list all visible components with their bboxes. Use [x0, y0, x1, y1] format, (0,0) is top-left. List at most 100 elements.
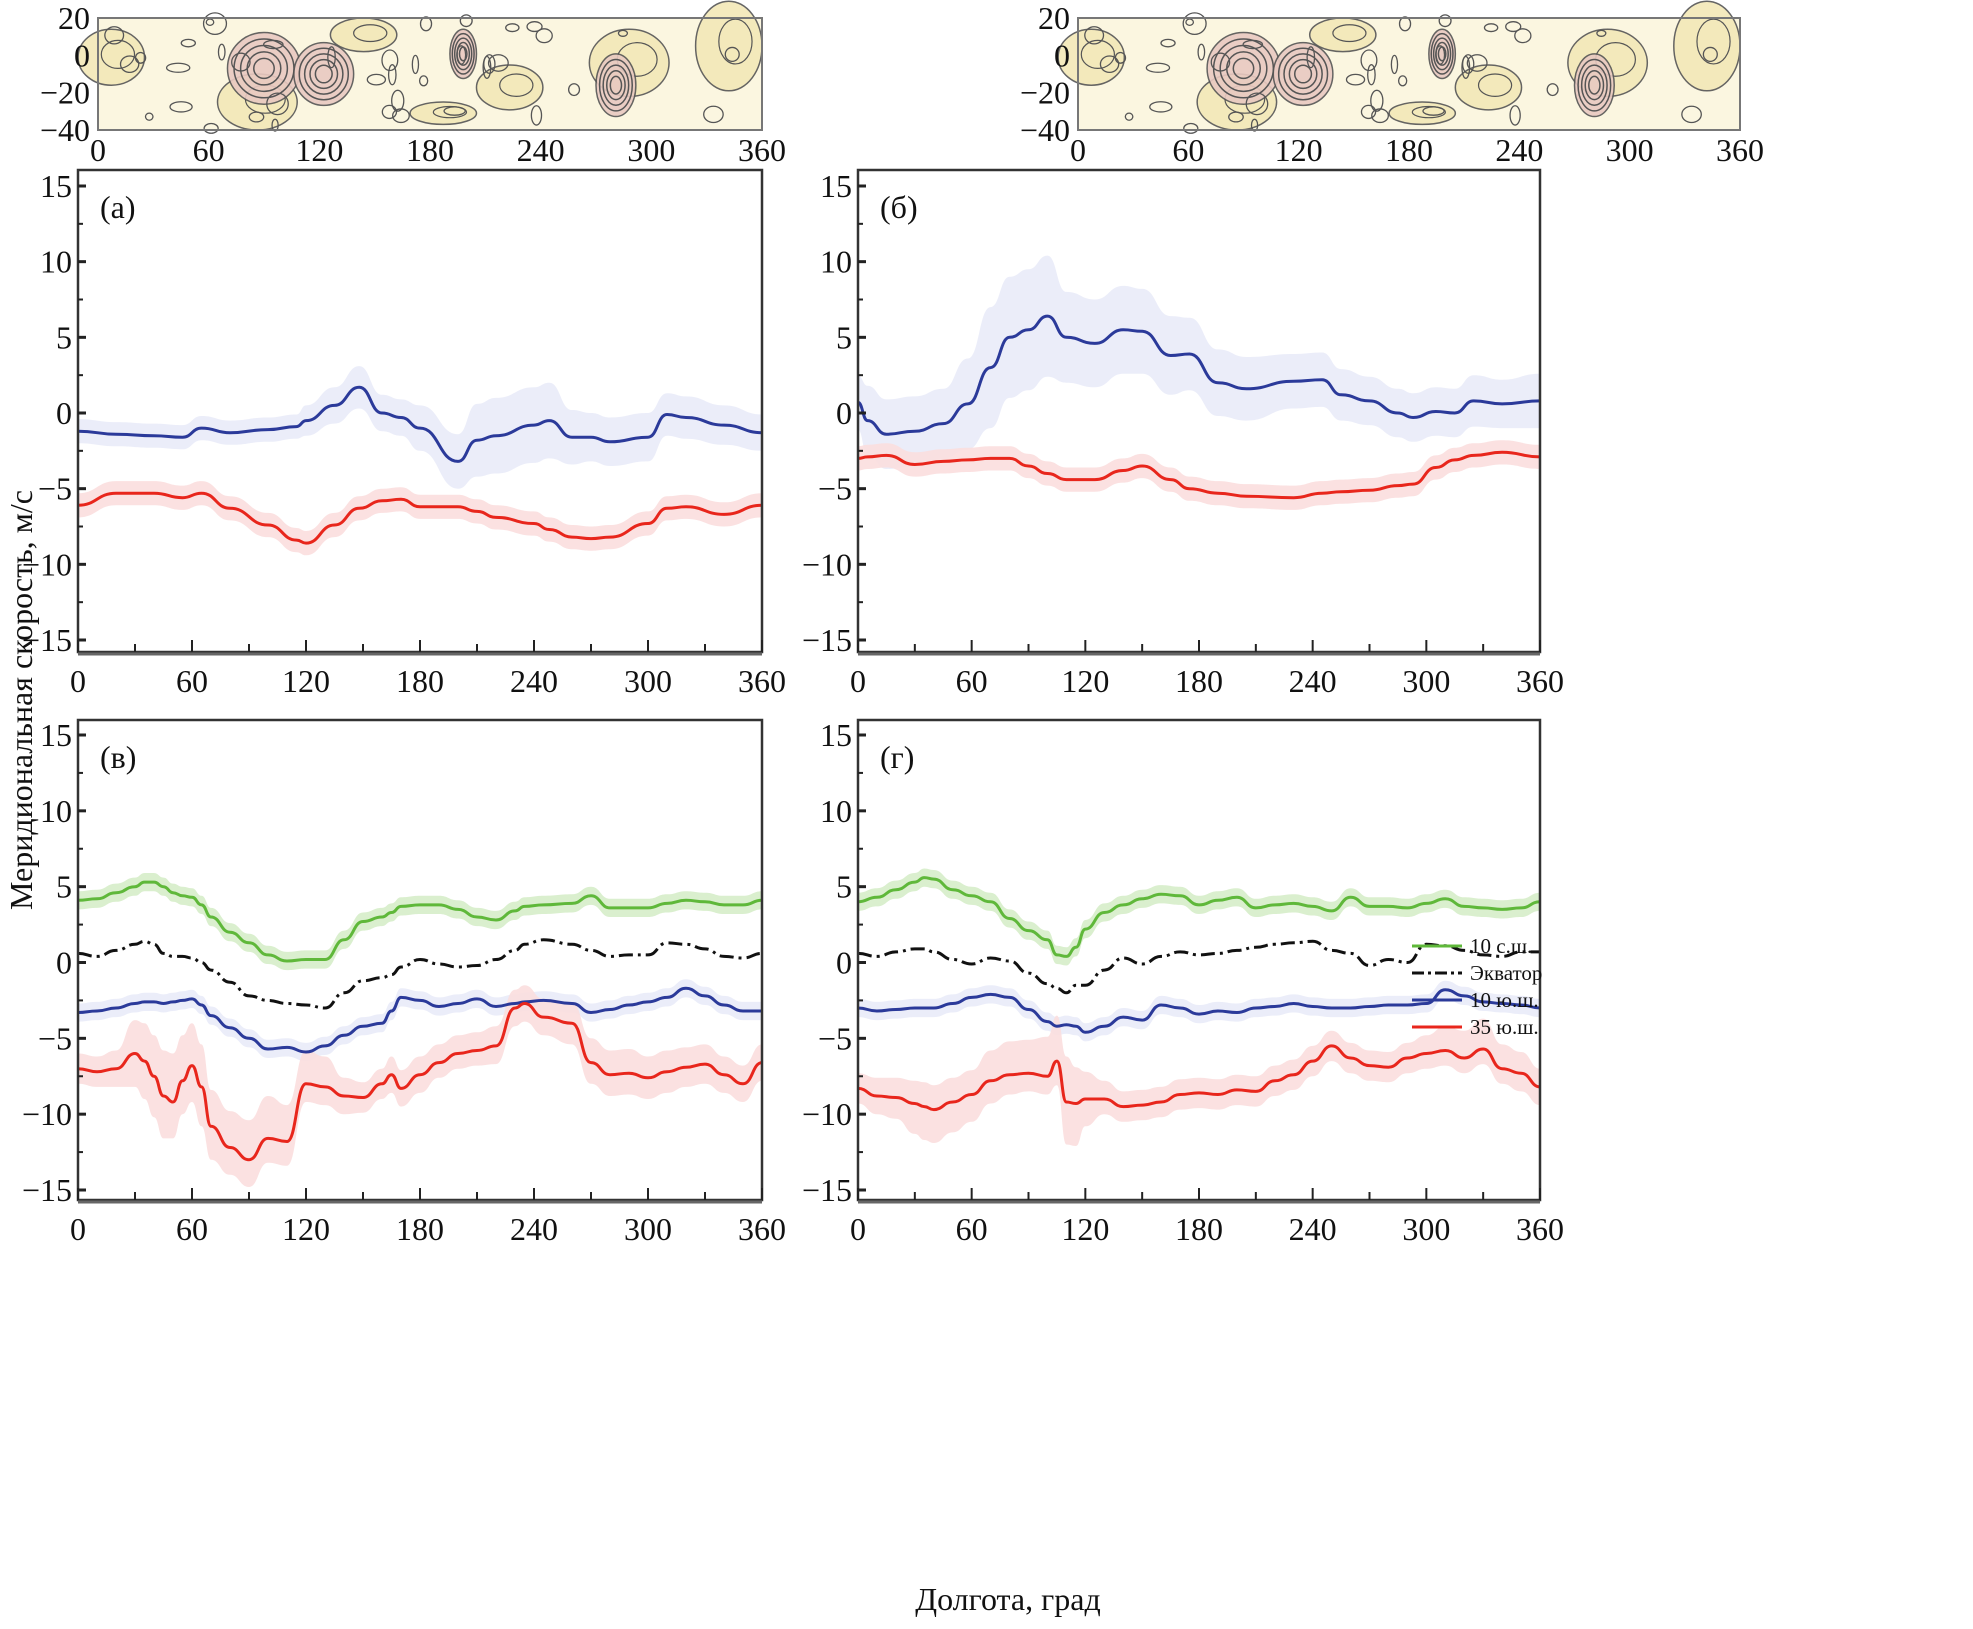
map-x-tick-label: 240	[517, 132, 565, 168]
x-tick-label: 120	[1061, 663, 1109, 699]
panel-a: 15 10 5 0 −5 −10 −15 0 60 120 180 240 300 360 (а)	[22, 168, 786, 699]
x-tick-label: 0	[850, 663, 866, 699]
map-contour-line	[443, 106, 466, 116]
series-line-eq	[857, 939, 1540, 995]
y-tick-label: 0	[836, 395, 852, 431]
map-contour-line	[1483, 23, 1499, 33]
map-contour-line	[381, 49, 399, 72]
map-x-tick-label: 240	[1495, 132, 1543, 168]
x-tick-label: 240	[1289, 663, 1337, 699]
x-tick-label: 0	[70, 1211, 86, 1247]
map-contour-line	[567, 83, 581, 97]
map-x-tick-label: 120	[295, 132, 343, 168]
map-contour-line	[419, 16, 433, 32]
map-x-tick-label: 180	[406, 132, 454, 168]
legend-label: 35 ю.ш.	[1470, 1015, 1539, 1039]
map-contour-line	[1584, 70, 1605, 101]
x-tick-label: 300	[624, 663, 672, 699]
map-contour-line	[1696, 18, 1731, 65]
map-contour-line	[1185, 18, 1195, 27]
map-contour-line	[1367, 64, 1376, 86]
y-tick-label: 10	[40, 244, 72, 280]
x-tick-label: 360	[1516, 1211, 1564, 1247]
map-contour-line	[309, 58, 339, 90]
map-contour-line	[1588, 75, 1601, 95]
map-contour-line	[1160, 38, 1176, 48]
map-contour-line	[1283, 53, 1323, 95]
confidence-band-s35	[858, 440, 1540, 510]
series-line-eq	[77, 938, 763, 1010]
map-contour-line	[602, 64, 630, 107]
map-x-tick-label: 120	[1275, 132, 1323, 168]
map-contour-line	[202, 12, 228, 36]
y-tick-label: −5	[818, 1020, 852, 1056]
x-tick-label: 0	[70, 663, 86, 699]
map-y-tick-label: 20	[58, 0, 90, 36]
map-contour-line	[303, 53, 344, 95]
map-contour-line	[617, 29, 629, 37]
y-tick-label: −10	[22, 546, 72, 582]
map-contour-line	[314, 64, 333, 84]
map-contour-line	[327, 46, 336, 69]
map-contour-line	[459, 14, 473, 28]
map-x-tick-label: 180	[1385, 132, 1433, 168]
map-contour-line	[366, 73, 387, 86]
legend-item: 35 ю.ш.	[1412, 1015, 1539, 1039]
map-contour-line	[453, 37, 473, 71]
map-contour-line	[1232, 57, 1255, 80]
x-tick-label: 180	[396, 663, 444, 699]
map-contour-line	[1577, 58, 1612, 112]
map-contour-line	[718, 18, 753, 65]
confidence-band-s35	[78, 481, 762, 556]
series-line-s10	[77, 986, 762, 1054]
map-contour-line	[1182, 12, 1207, 36]
map-contour-line	[1242, 39, 1264, 50]
legend-item: 10 с.ш.	[1412, 934, 1532, 958]
legend-item: Экватор	[1412, 961, 1542, 985]
map-contour-line	[1360, 104, 1377, 120]
map-contour-line	[411, 54, 420, 75]
map-contour-line	[456, 45, 467, 65]
legend: 10 с.ш. Экватор 10 ю.ш. 35 ю.ш.	[1412, 934, 1542, 1039]
map-contour-line	[482, 55, 492, 79]
panel-label: (в)	[100, 739, 136, 775]
legend-label: Экватор	[1470, 961, 1542, 985]
map-contour-line	[253, 57, 275, 80]
map-y-tick-label: 0	[1054, 37, 1070, 73]
map-contour-line	[203, 122, 219, 134]
map-contour-line	[1145, 62, 1171, 73]
x-tick-label: 300	[1402, 1211, 1450, 1247]
series-line-s10	[77, 385, 763, 463]
map-contour-line	[1084, 26, 1105, 45]
map-contour-line	[432, 105, 468, 119]
map-contour-line	[1277, 47, 1329, 101]
y-tick-label: 5	[56, 319, 72, 355]
y-tick-label: −5	[818, 471, 852, 507]
map-contour-line	[1596, 29, 1607, 37]
map-contour-line	[1210, 52, 1231, 72]
map-frame	[97, 17, 763, 131]
map-x-tick-label: 0	[1070, 132, 1086, 168]
x-tick-label: 300	[1402, 663, 1450, 699]
map-contour-region	[1573, 53, 1615, 118]
y-tick-label: −15	[802, 622, 852, 658]
map-contour-line	[298, 47, 350, 101]
map-contour-line	[1438, 14, 1452, 28]
map-contour-line	[1397, 75, 1408, 87]
y-tick-label: −10	[802, 546, 852, 582]
map-x-tick-label: 360	[1716, 132, 1764, 168]
y-tick-label: 15	[40, 168, 72, 204]
map-contour-line	[169, 101, 193, 113]
map-contour-line	[1228, 111, 1244, 123]
map-contour-region	[1428, 28, 1457, 80]
map-contour-line	[1477, 73, 1513, 97]
map-contour-line	[1546, 83, 1559, 97]
panel-label: (б)	[880, 189, 918, 225]
y-tick-label: −10	[22, 1096, 72, 1132]
y-tick-label: 0	[56, 945, 72, 981]
map-contour-line	[1422, 106, 1445, 116]
map-contour-line	[144, 112, 154, 121]
series-line-s35	[77, 491, 763, 545]
map-contour-line	[231, 52, 251, 72]
map-contour-line	[1461, 55, 1471, 79]
